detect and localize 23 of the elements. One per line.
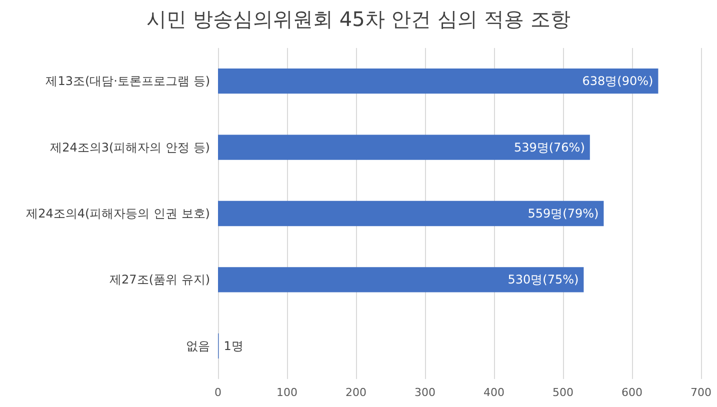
bar: [218, 200, 604, 226]
x-tick-label: 500: [552, 386, 574, 399]
x-tick-label: 700: [690, 386, 712, 399]
bar: [218, 134, 590, 160]
y-tick-label: 제24조의4(피해자등의 인권 보호): [26, 206, 210, 220]
data-label: 530명(75%): [508, 272, 579, 287]
bar: [218, 68, 658, 94]
data-label: 539명(76%): [514, 140, 585, 154]
y-tick-label: 제24조의3(피해자의 안정 등): [50, 140, 210, 154]
x-tick-label: 0: [214, 386, 222, 399]
x-tick-label: 300: [414, 386, 436, 399]
y-tick-label: 제13조(대담·토론프로그램 등): [46, 74, 210, 88]
bar: [218, 267, 584, 292]
y-tick-label: 없음: [186, 338, 210, 353]
data-label: 638명(90%): [582, 74, 654, 88]
chart-title: 시민 방송심의위원회 45차 안건 심의 적용 조항: [146, 7, 570, 31]
x-tick-label: 600: [622, 386, 642, 399]
y-tick-label: 제27조(품위 유지): [110, 272, 210, 287]
x-tick-label: 100: [276, 386, 298, 399]
data-label: 559명(79%): [528, 206, 599, 220]
data-label: 1명: [224, 338, 244, 353]
x-tick-label: 400: [484, 386, 504, 399]
x-tick-label: 200: [346, 386, 366, 399]
